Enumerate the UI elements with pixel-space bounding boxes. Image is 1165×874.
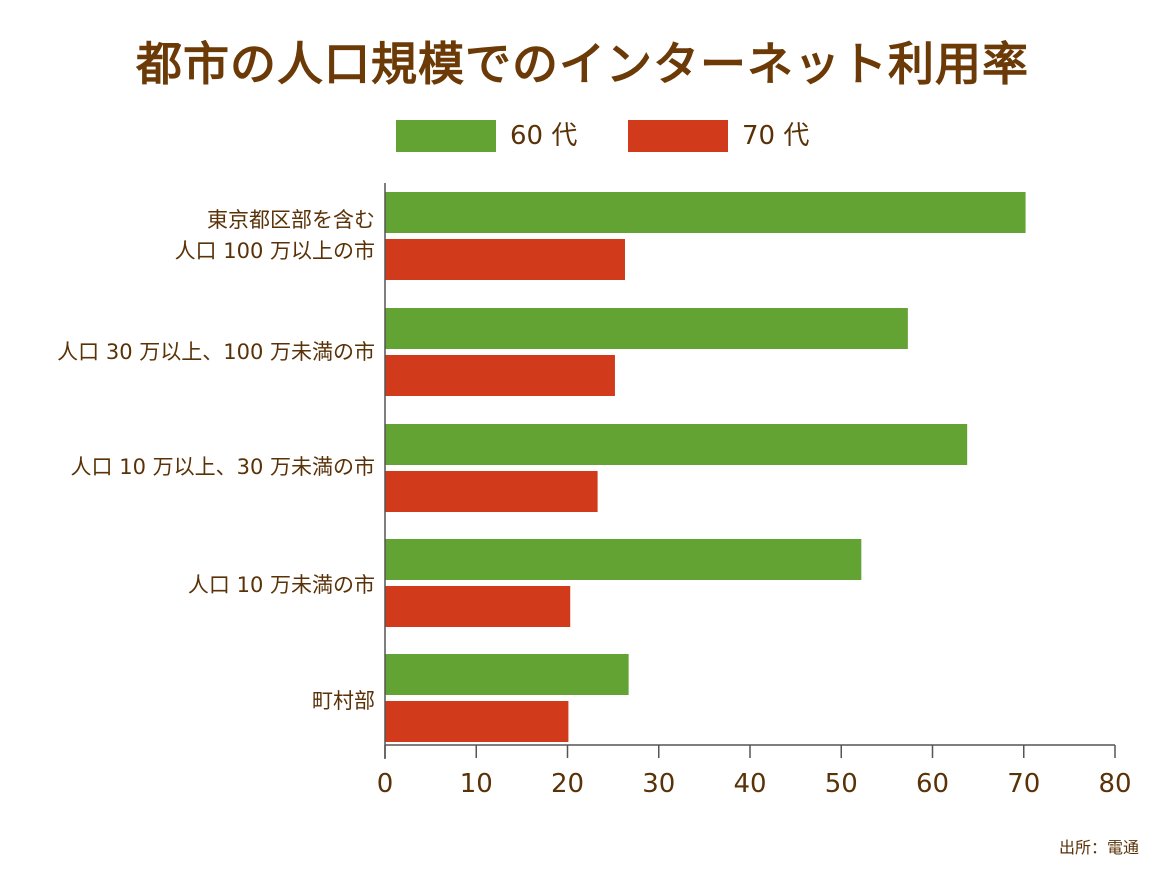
x-tick-label-10: 10 <box>460 769 493 799</box>
x-tick-label-20: 20 <box>551 769 584 799</box>
category-label-1: 東京都区部を含む 人口 100 万以上の市 <box>0 205 375 267</box>
category-label-2: 人口 30 万以上、100 万未満の市 <box>0 337 375 368</box>
category-label-5-line-1: 町村部 <box>312 689 375 713</box>
legend: 60 代 70 代 <box>0 118 1165 158</box>
source-note: 出所：電通 <box>1058 838 1139 857</box>
x-tick-label-0: 0 <box>377 769 394 799</box>
bar-70s-cat-3 <box>385 471 598 512</box>
x-tick-label-60: 60 <box>916 769 949 799</box>
category-label-2-line-1: 人口 30 万以上、100 万未満の市 <box>57 340 375 364</box>
legend-swatch-60s <box>396 120 496 152</box>
category-label-1-line-1: 東京都区部を含む <box>207 208 375 232</box>
x-tick-label-40: 40 <box>733 769 766 799</box>
legend-swatch-70s <box>628 120 728 152</box>
bar-60s-cat-5 <box>385 654 629 695</box>
category-label-4-line-1: 人口 10 万未満の市 <box>187 573 375 597</box>
x-tick-label-30: 30 <box>642 769 675 799</box>
legend-label-70s: 70 代 <box>742 121 810 151</box>
x-tick-label-70: 70 <box>1007 769 1040 799</box>
bar-60s-cat-4 <box>385 539 862 580</box>
bar-70s-cat-2 <box>385 355 615 396</box>
bar-60s-cat-1 <box>385 192 1026 233</box>
bar-60s-cat-3 <box>385 424 968 465</box>
bar-70s-cat-5 <box>385 701 569 742</box>
chart-title: 都市の人口規模でのインターネット利用率 <box>136 37 1029 91</box>
bar-60s-cat-2 <box>385 308 908 349</box>
category-label-4: 人口 10 万未満の市 <box>0 570 375 601</box>
category-label-1-line-2: 人口 100 万以上の市 <box>174 239 375 263</box>
category-label-3-line-1: 人口 10 万以上、30 万未満の市 <box>70 455 375 479</box>
category-label-5: 町村部 <box>0 686 375 717</box>
bar-70s-cat-4 <box>385 586 571 627</box>
x-tick-label-50: 50 <box>825 769 858 799</box>
x-tick-label-80: 80 <box>1098 769 1131 799</box>
legend-label-60s: 60 代 <box>510 121 578 151</box>
bar-70s-cat-1 <box>385 239 625 280</box>
category-label-3: 人口 10 万以上、30 万未満の市 <box>0 452 375 483</box>
